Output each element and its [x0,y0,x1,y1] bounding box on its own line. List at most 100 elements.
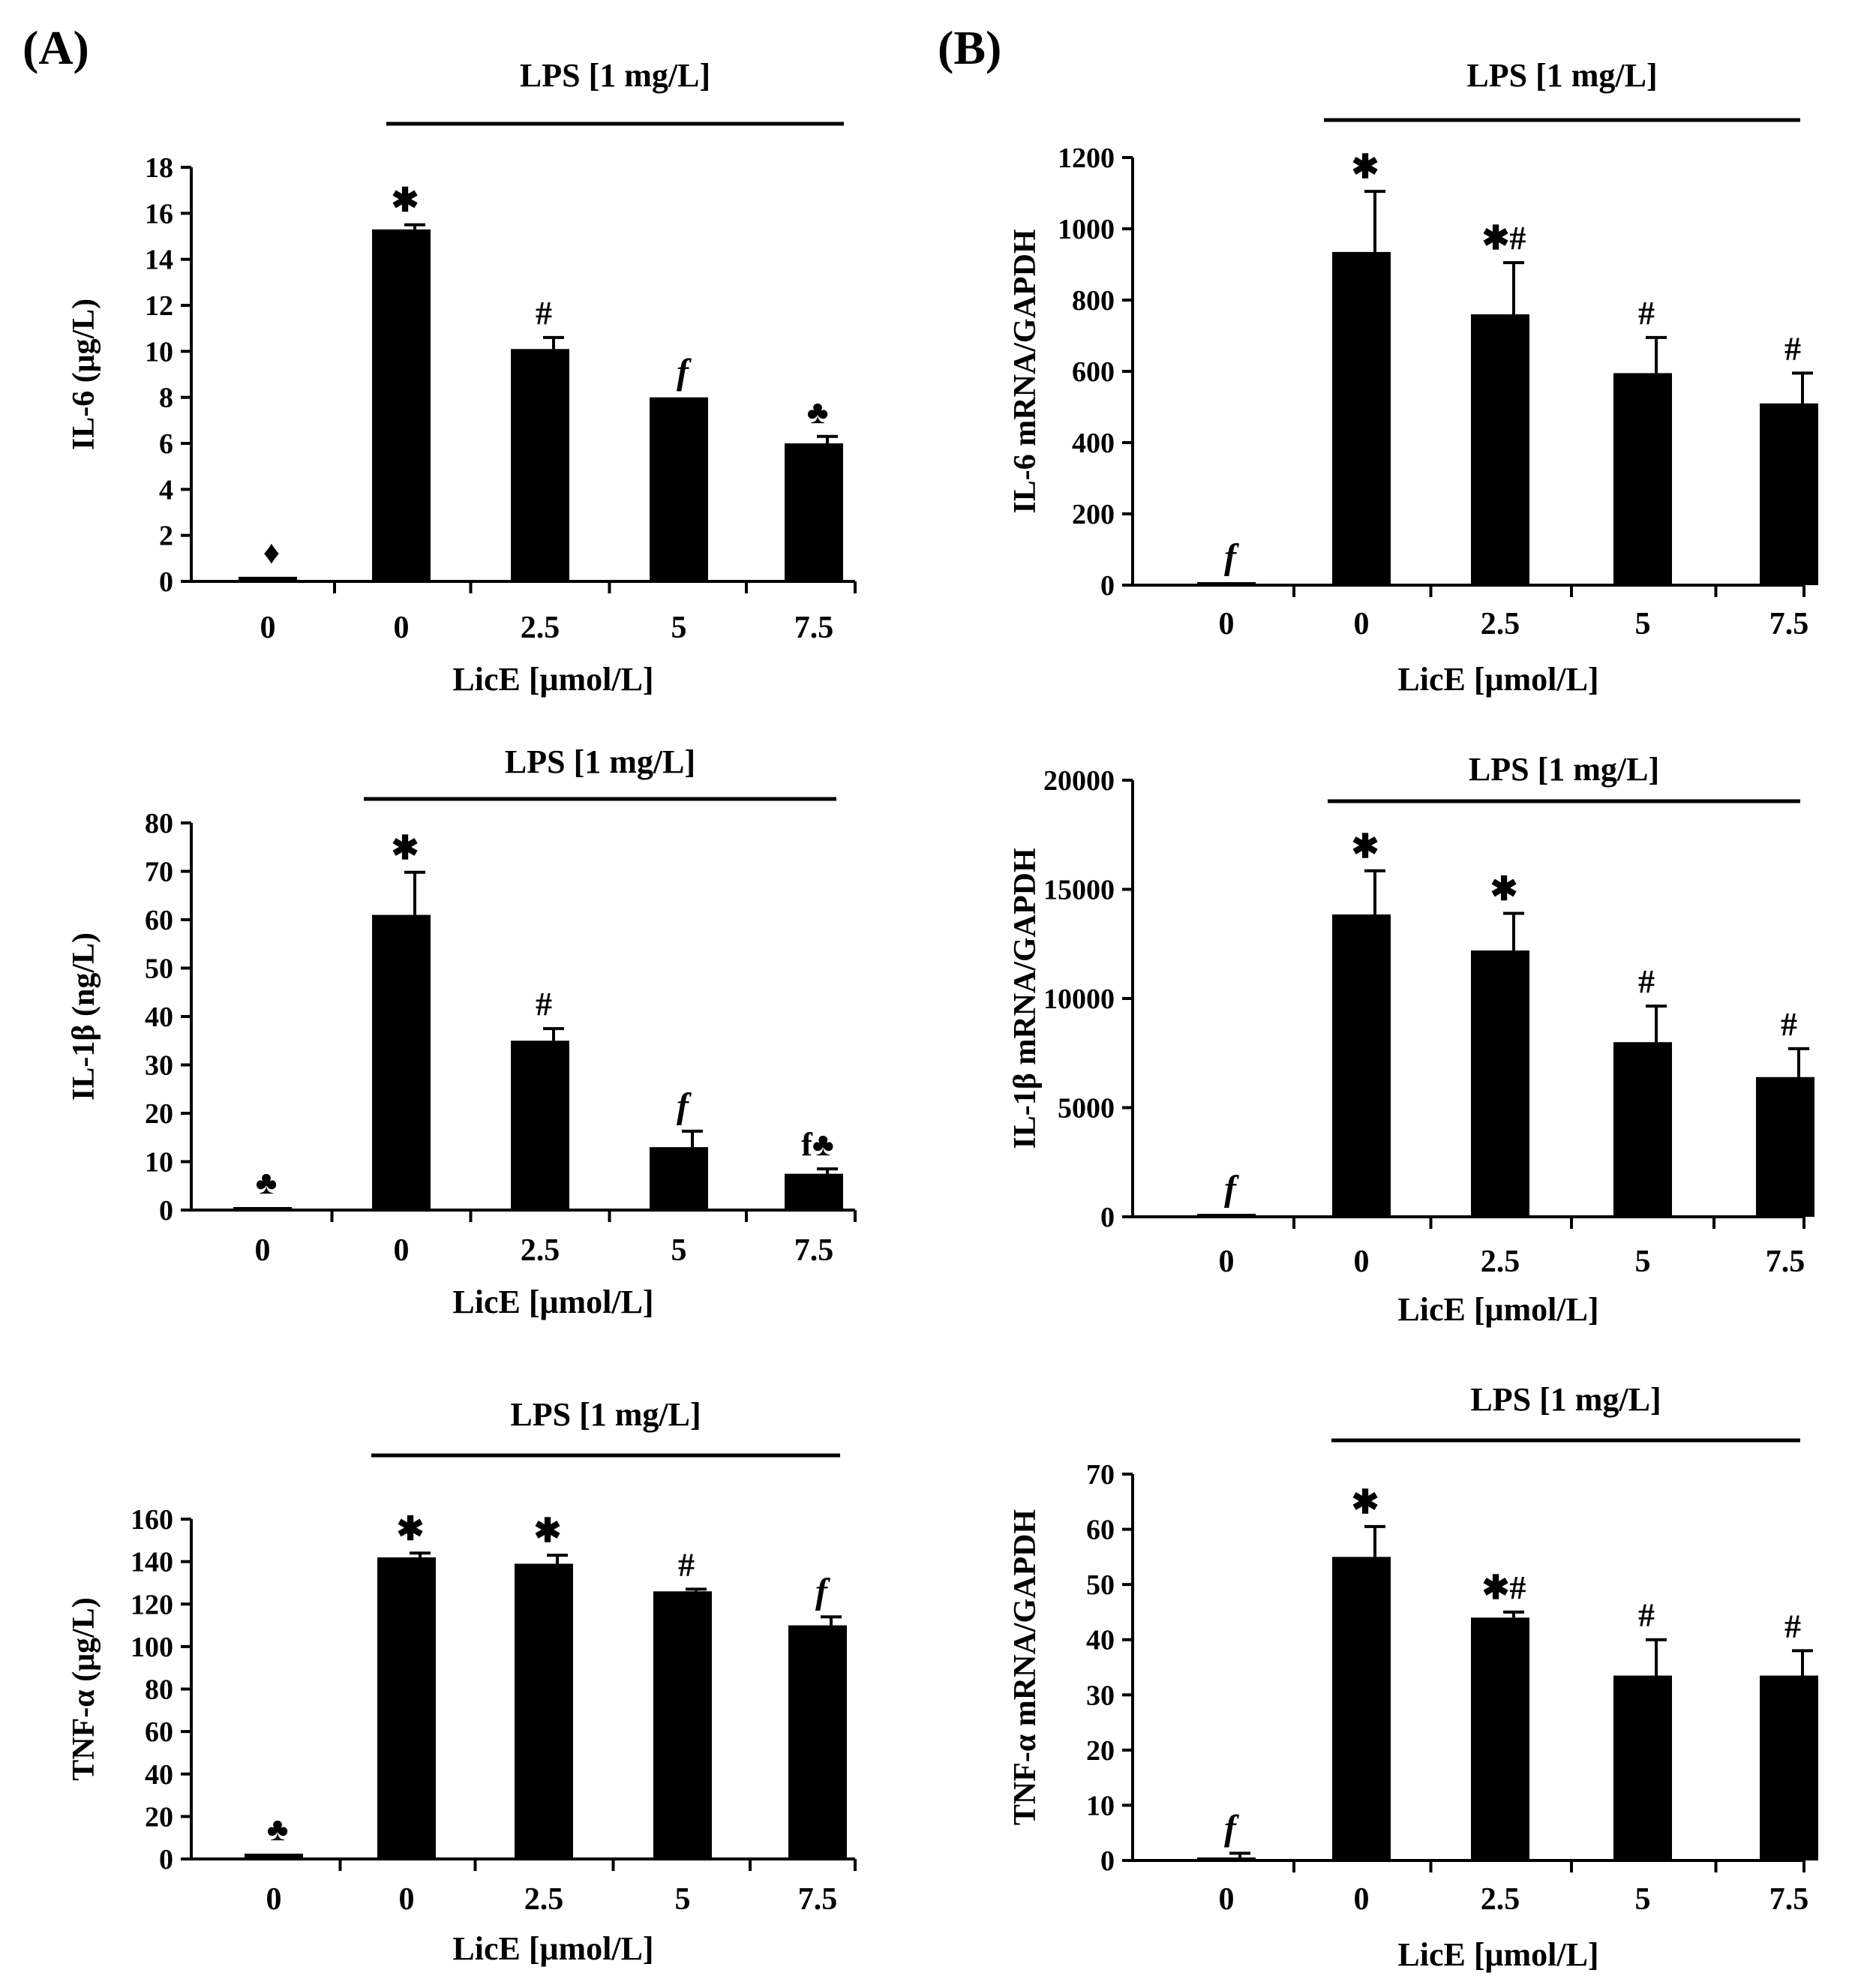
panel-label-a: (A) [23,21,89,74]
chart-b1: LPS [1 mg/L] 0 200 400 600 800 1000 1200 f 0 ✱ 0 ✱# 2… [1008,57,1818,698]
x-axis-title: LicE [μmol/L] [1397,1291,1598,1328]
y-tick-label: 20 [1086,1735,1115,1767]
significance-label: ✱ [397,1510,425,1547]
y-axis-title: IL-1β mRNA/GAPDH [1008,848,1043,1149]
y-tick-label: 600 [1072,356,1115,388]
significance-label: ♦ [263,534,280,571]
bar [785,443,843,581]
x-axis-title: LicE [μmol/L] [452,661,653,698]
bar [788,1625,847,1859]
y-axis-title: IL-1β (ng/L) [67,932,101,1101]
y-tick-label: 18 [145,152,173,184]
bar [1613,1042,1672,1217]
y-tick-label: 5000 [1058,1093,1115,1125]
lps-label: LPS [1 mg/L] [505,743,695,780]
lps-label: LPS [1 mg/L] [510,1396,701,1433]
significance-label: # [1638,1597,1655,1634]
significance-label: ✱# [1482,1569,1526,1606]
y-tick-label: 200 [1072,499,1115,530]
significance-label: # [678,1546,695,1583]
y-tick-label: 40 [145,1002,173,1033]
y-axis-title: IL-6 mRNA/GAPDH [1008,229,1043,513]
chart-a1: LPS [1 mg/L] 0 2 4 6 8 10 12 14 16 18 ♦ 0 ✱ 0 #2.5 f 5 ♣ 7.… [67,57,857,698]
category-label: 5 [1635,1245,1651,1279]
significance-label: ✱ [1352,828,1379,865]
y-tick-label: 800 [1072,285,1115,317]
y-tick-label: 60 [145,1716,173,1748]
significance-label: f [815,1572,830,1611]
y-tick-label: 1200 [1058,143,1115,174]
bar [377,1557,436,1859]
significance-label: f [1224,1808,1239,1848]
y-tick-label: 0 [1100,1202,1115,1233]
y-tick-label: 2 [159,521,173,552]
y-tick-label: 4 [159,474,173,506]
category-label: 2.5 [521,611,560,645]
y-tick-label: 1000 [1058,214,1115,245]
significance-label: f [1224,537,1239,577]
bar [372,914,431,1210]
category-label: 0 [399,1882,415,1917]
significance-label: # [1784,330,1801,367]
lps-label: LPS [1 mg/L] [520,57,710,94]
y-tick-label: 80 [145,1674,173,1706]
category-label: 0 [1354,1882,1370,1917]
significance-label: f [677,1086,692,1126]
lps-label: LPS [1 mg/L] [1470,1381,1661,1418]
y-tick-label: 50 [1086,1569,1115,1601]
significance-label: # [1638,963,1655,1000]
bar [372,229,431,581]
bar [1471,950,1529,1217]
significance-label: # [536,295,552,332]
y-tick-label: 20 [145,1098,173,1130]
y-tick-label: 40 [1086,1625,1115,1656]
category-label: 0 [260,611,276,645]
category-label: 7.5 [1769,1882,1809,1917]
category-label: 5 [671,611,687,645]
category-label: 0 [394,611,410,645]
y-tick-label: 40 [145,1759,173,1791]
y-tick-label: 30 [1086,1680,1115,1711]
category-label: 0 [394,1233,410,1268]
bar [650,1147,708,1210]
chart-b2: LPS [1 mg/L] 0 5000 10000 15000 20000 f 0 ✱ 0 ✱ 2.5… [1008,751,1814,1328]
category-label: 7.5 [798,1882,838,1917]
y-tick-label: 0 [1100,1845,1115,1877]
category-label: 5 [1635,1882,1651,1917]
category-label: 7.5 [1769,607,1809,641]
y-tick-label: 10000 [1043,983,1115,1015]
category-label: 7.5 [794,1233,834,1268]
y-tick-label: 400 [1072,428,1115,459]
y-tick-label: 10 [1086,1790,1115,1821]
category-label: 2.5 [524,1882,564,1917]
bar [1760,1675,1818,1860]
bar [650,397,708,581]
charts: LPS [1 mg/L] 0 2 4 6 8 10 12 14 16 18 ♦ 0 ✱ 0 #2.5 f 5 ♣ 7.… [67,57,1818,1973]
significance-label: f♣ [801,1126,834,1163]
significance-label: # [1781,1006,1797,1043]
y-axis-title: IL-6 (μg/L) [67,299,101,450]
y-tick-label: 12 [145,290,173,322]
significance-label: ✱ [1352,149,1379,185]
y-tick-label: 70 [1086,1459,1115,1491]
significance-label: ✱ [534,1512,562,1549]
lps-label: LPS [1 mg/L] [1469,751,1659,788]
y-tick-label: 80 [145,808,173,839]
significance-label: # [1784,1608,1801,1644]
y-axis-title: TNF-α (μg/L) [67,1597,101,1780]
significance-label: ✱ [392,182,419,219]
y-tick-label: 0 [1100,570,1115,602]
x-axis-title: LicE [μmol/L] [1397,1936,1598,1973]
bar [1613,373,1672,585]
category-label: 7.5 [1766,1245,1805,1279]
bar [1332,1557,1391,1860]
category-label: 0 [1219,1882,1235,1917]
category-label: 2.5 [1481,1882,1520,1917]
y-tick-label: 50 [145,953,173,985]
bar [785,1173,843,1210]
y-tick-label: 0 [159,566,173,598]
category-label: 0 [1354,1245,1370,1279]
y-tick-label: 10 [145,1147,173,1179]
y-axis-title: TNF-α mRNA/GAPDH [1008,1509,1043,1825]
